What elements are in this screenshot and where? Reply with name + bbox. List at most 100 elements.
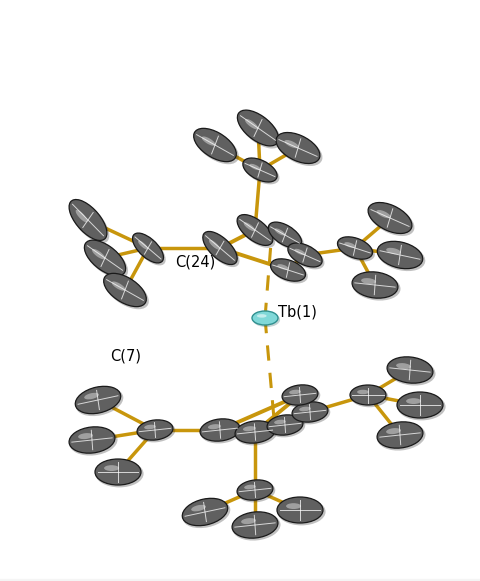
Bar: [0, 579, 480, 580]
Ellipse shape: [267, 415, 303, 435]
Ellipse shape: [69, 199, 107, 241]
Ellipse shape: [243, 158, 277, 182]
Bar: [0, 579, 480, 580]
Ellipse shape: [203, 231, 237, 264]
Ellipse shape: [285, 140, 299, 148]
Ellipse shape: [95, 459, 141, 485]
Ellipse shape: [352, 272, 398, 298]
Bar: [0, 578, 480, 579]
Ellipse shape: [232, 512, 278, 538]
Ellipse shape: [232, 513, 280, 540]
Ellipse shape: [267, 416, 305, 437]
Ellipse shape: [357, 390, 369, 394]
Ellipse shape: [368, 203, 412, 234]
Ellipse shape: [132, 233, 164, 263]
Ellipse shape: [386, 248, 401, 254]
Ellipse shape: [271, 260, 308, 284]
Ellipse shape: [138, 241, 148, 249]
Ellipse shape: [294, 249, 305, 255]
Bar: [0, 579, 480, 580]
Ellipse shape: [244, 485, 256, 489]
Ellipse shape: [85, 241, 128, 278]
Ellipse shape: [289, 390, 301, 394]
Ellipse shape: [376, 210, 391, 218]
Ellipse shape: [202, 137, 216, 146]
Ellipse shape: [377, 422, 423, 448]
Ellipse shape: [387, 357, 433, 383]
Ellipse shape: [75, 388, 123, 416]
Bar: [0, 580, 480, 581]
Ellipse shape: [286, 503, 301, 509]
Ellipse shape: [237, 214, 273, 245]
Ellipse shape: [238, 216, 275, 248]
Ellipse shape: [250, 164, 261, 170]
Bar: [0, 579, 480, 580]
Ellipse shape: [338, 238, 375, 261]
Ellipse shape: [194, 129, 239, 164]
Ellipse shape: [377, 423, 425, 451]
Ellipse shape: [387, 358, 435, 386]
Ellipse shape: [397, 393, 445, 421]
Ellipse shape: [235, 421, 275, 443]
Ellipse shape: [236, 422, 277, 446]
Ellipse shape: [361, 278, 376, 284]
Ellipse shape: [288, 244, 324, 270]
Bar: [0, 578, 480, 579]
Ellipse shape: [182, 498, 228, 526]
Ellipse shape: [268, 222, 302, 248]
Ellipse shape: [288, 243, 322, 267]
Ellipse shape: [271, 259, 305, 281]
Ellipse shape: [293, 403, 330, 424]
Ellipse shape: [406, 398, 421, 404]
Ellipse shape: [78, 433, 93, 439]
Ellipse shape: [70, 200, 109, 243]
Ellipse shape: [96, 460, 144, 487]
Ellipse shape: [237, 480, 273, 500]
Ellipse shape: [84, 393, 99, 399]
Ellipse shape: [350, 386, 388, 407]
Ellipse shape: [243, 159, 279, 184]
Ellipse shape: [209, 240, 220, 250]
Ellipse shape: [193, 128, 236, 162]
Ellipse shape: [257, 314, 266, 318]
Ellipse shape: [182, 500, 230, 528]
Ellipse shape: [238, 111, 281, 149]
Ellipse shape: [112, 281, 125, 290]
Ellipse shape: [69, 427, 115, 453]
Ellipse shape: [253, 313, 280, 327]
Bar: [0, 579, 480, 580]
Ellipse shape: [277, 498, 325, 525]
Ellipse shape: [350, 385, 386, 405]
Ellipse shape: [245, 119, 258, 130]
Ellipse shape: [70, 428, 118, 456]
Bar: [0, 579, 480, 580]
Ellipse shape: [378, 242, 425, 271]
Ellipse shape: [208, 424, 221, 429]
Ellipse shape: [275, 228, 285, 236]
Ellipse shape: [238, 110, 278, 146]
Ellipse shape: [104, 274, 149, 309]
Bar: [0, 579, 480, 580]
Ellipse shape: [104, 465, 119, 471]
Ellipse shape: [204, 232, 240, 267]
Ellipse shape: [282, 385, 318, 405]
Ellipse shape: [277, 264, 288, 270]
Bar: [0, 580, 480, 581]
Ellipse shape: [276, 132, 320, 163]
Ellipse shape: [397, 392, 443, 418]
Ellipse shape: [269, 223, 304, 250]
Ellipse shape: [201, 420, 242, 443]
Ellipse shape: [377, 241, 423, 268]
Bar: [0, 579, 480, 580]
Ellipse shape: [241, 518, 256, 524]
Ellipse shape: [104, 273, 146, 307]
Text: C(7): C(7): [110, 349, 141, 364]
Ellipse shape: [200, 419, 240, 441]
Ellipse shape: [352, 273, 400, 300]
Ellipse shape: [243, 426, 256, 431]
Ellipse shape: [76, 210, 87, 223]
Bar: [0, 579, 480, 580]
Ellipse shape: [276, 134, 323, 166]
Ellipse shape: [369, 203, 414, 236]
Ellipse shape: [238, 481, 276, 503]
